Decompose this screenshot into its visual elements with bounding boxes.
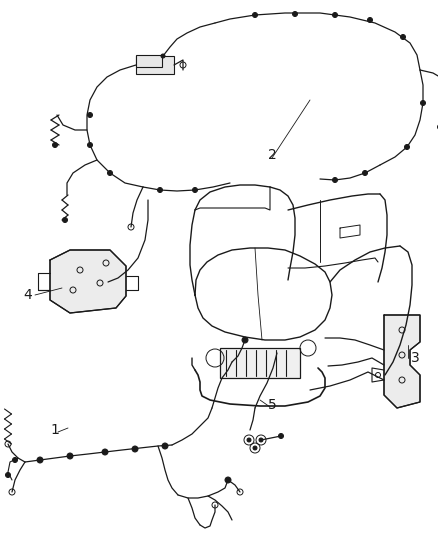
Circle shape	[332, 177, 338, 182]
Bar	[136, 55, 162, 67]
Text: 5: 5	[268, 398, 276, 412]
Circle shape	[162, 443, 168, 449]
Polygon shape	[384, 315, 420, 408]
Circle shape	[405, 144, 410, 149]
Circle shape	[420, 101, 425, 106]
Circle shape	[63, 217, 67, 222]
Circle shape	[242, 337, 248, 343]
Circle shape	[102, 449, 108, 455]
Text: 1: 1	[50, 423, 60, 437]
Text: 2: 2	[268, 148, 276, 162]
Circle shape	[37, 457, 43, 463]
Circle shape	[363, 171, 367, 175]
Circle shape	[225, 477, 231, 483]
Circle shape	[161, 54, 165, 58]
Circle shape	[192, 188, 198, 192]
Circle shape	[259, 438, 263, 442]
Circle shape	[158, 188, 162, 192]
Polygon shape	[50, 250, 126, 313]
Circle shape	[53, 142, 57, 148]
Circle shape	[13, 457, 18, 463]
Circle shape	[107, 171, 113, 175]
Circle shape	[400, 35, 406, 39]
Circle shape	[247, 438, 251, 442]
Circle shape	[293, 12, 297, 17]
Text: 4: 4	[24, 288, 32, 302]
Circle shape	[6, 472, 11, 478]
Bar	[220, 348, 300, 378]
Circle shape	[279, 433, 283, 439]
Circle shape	[253, 446, 257, 450]
Circle shape	[332, 12, 338, 18]
Circle shape	[88, 112, 92, 117]
Text: 3: 3	[411, 351, 419, 365]
Circle shape	[367, 18, 372, 22]
Circle shape	[88, 142, 92, 148]
Bar	[136, 56, 174, 74]
Circle shape	[67, 453, 73, 459]
Circle shape	[132, 446, 138, 452]
Circle shape	[252, 12, 258, 18]
